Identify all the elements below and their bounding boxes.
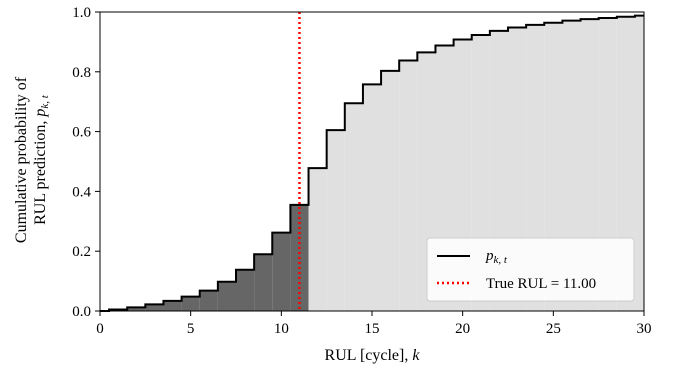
cdf-bar-4	[181, 296, 200, 311]
y-axis-ticks: 0.0 0.2 0.4 0.6 0.8 1.0	[72, 5, 100, 320]
cdf-bar-3	[163, 300, 182, 311]
x-tick-label-5: 25	[546, 321, 561, 337]
y-tick-label-3: 0.6	[72, 125, 91, 141]
x-axis-ticks: 0 5 10 15 20 25 30	[96, 311, 652, 337]
y-axis-title-line1: Cumulative probability of	[13, 76, 30, 243]
x-tick-label-3: 15	[365, 321, 380, 337]
x-tick-label-4: 20	[455, 321, 470, 337]
cdf-bar-2	[145, 304, 164, 311]
cdf-step-line	[100, 14, 644, 312]
legend: pk, t True RUL = 11.00	[426, 237, 635, 302]
cdf-bar-13	[344, 103, 363, 311]
cdf-bar-11	[308, 168, 327, 311]
cdf-bar-1	[127, 307, 146, 311]
y-tick-label-5: 1.0	[72, 5, 91, 21]
x-tick-label-2: 10	[274, 321, 289, 337]
cdf-bar-8	[254, 254, 273, 311]
cdf-bar-7	[236, 269, 255, 311]
cdf-bar-15	[381, 70, 400, 311]
cdf-bar-29	[634, 15, 644, 311]
x-tick-label-0: 0	[96, 321, 104, 337]
x-tick-label-1: 5	[187, 321, 195, 337]
legend-step-label: pk, t	[485, 248, 508, 266]
cdf-bar-14	[362, 84, 382, 311]
y-axis-title: Cumulative probability of RUL prediction…	[13, 76, 51, 243]
y-tick-label-1: 0.2	[72, 244, 91, 260]
cdf-bar-12	[326, 130, 345, 311]
cdf-bar-28	[616, 16, 635, 312]
cdf-bar-16	[399, 60, 418, 311]
y-tick-label-2: 0.4	[72, 184, 91, 200]
legend-true-label: True RUL = 11.00	[486, 276, 596, 292]
legend-box	[426, 237, 635, 302]
cdf-step-path	[100, 14, 644, 312]
cdf-bar-5	[199, 290, 218, 311]
cdf-bar-6	[217, 281, 236, 311]
cdf-bar-9	[272, 232, 291, 311]
y-axis-title-line2: RUL prediction, pk, t	[32, 94, 51, 225]
x-tick-label-6: 30	[637, 321, 652, 337]
y-tick-label-4: 0.8	[72, 65, 91, 81]
x-axis-title: RUL [cycle], k	[325, 347, 421, 364]
y-tick-label-0: 0.0	[72, 304, 91, 320]
